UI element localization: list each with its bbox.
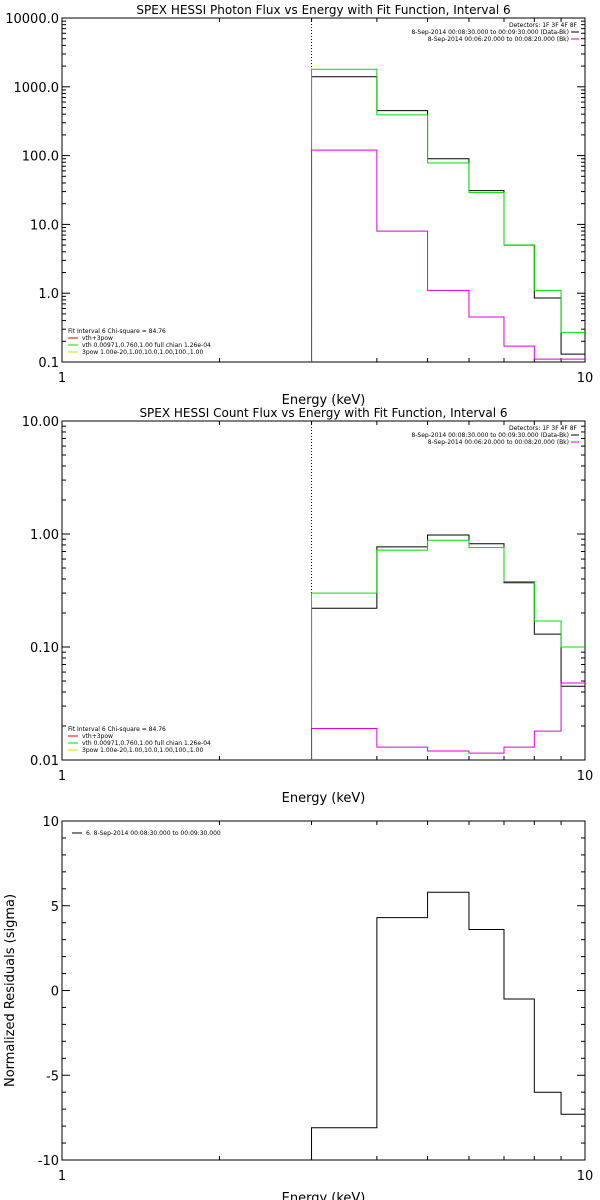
panel3-y-axis-label: Normalized Residuals (sigma)	[3, 894, 18, 1087]
panel3-axes-box	[61, 820, 586, 1161]
panel2-y-tick-label: 1.00	[30, 528, 59, 543]
panel3-y-tick-label: 10	[42, 815, 59, 830]
panel1-series-1-line	[311, 76, 585, 362]
panel1-title: SPEX HESSI Photon Flux vs Energy with Fi…	[136, 3, 510, 17]
panel1-y-tick-label: 0.1	[38, 356, 59, 371]
panel2-title: SPEX HESSI Count Flux vs Energy with Fit…	[139, 406, 507, 420]
panel1-legend-top-text: Detectors: 1F 3F 4F 8F	[509, 22, 578, 29]
panel1-legend-bottom-text: 3pow 1.00e-20,1.00,10.0,1.00,100.,1.00	[82, 349, 203, 356]
panel2-x-tick-label: 1	[58, 769, 66, 784]
panel3-series-1-line	[311, 891, 585, 1160]
panel2-x-axis-label: Energy (keV)	[282, 791, 366, 806]
panel2-legend-top-text: 8-Sep-2014 00:06:20.000 to 00:08:20.000 …	[428, 439, 569, 446]
panel2-legend-bottom-text: vth 0.00971,0.760,1.00 full chian 1.26e-…	[82, 740, 211, 747]
panel1-legend-bottom-text: vth 0.00971,0.760,1.00 full chian 1.26e-…	[82, 342, 211, 349]
panel1-series-3-line	[311, 149, 585, 362]
panel2-series-1-line	[311, 534, 585, 760]
panel3-y-tick-label: -10	[38, 1154, 59, 1169]
panel3-y-tick-label: 5	[51, 900, 59, 915]
panel2-legend-bottom-text: vth+3pow	[82, 733, 113, 740]
panel1-x-tick-label: 1	[58, 371, 66, 386]
panel3-x-tick-label: 10	[577, 1169, 594, 1184]
panel1-y-tick-label: 100.0	[22, 150, 59, 165]
panel1-x-axis-label: Energy (keV)	[282, 393, 366, 408]
panel1-y-tick-label: 10.0	[30, 218, 59, 233]
panel1-y-tick-label: 1000.0	[14, 81, 60, 96]
panel3-legend-top-text: 6. 8-Sep-2014 00:08:30.000 to 00:09:30.0…	[86, 830, 221, 837]
panel2-legend-bottom-text: Fit Interval 6 Chi-square = 84.76	[68, 726, 166, 733]
panel2-y-tick-label: 0.01	[30, 754, 59, 769]
panel2-axes-box	[61, 420, 586, 761]
panel2-legend-top-text: Detectors: 1F 3F 4F 8F	[509, 425, 578, 432]
panel1-y-tick-label: 10000.0	[5, 12, 59, 27]
panel1-legend-bottom-text: vth+3pow	[82, 335, 113, 342]
panel3-y-tick-label: 0	[51, 985, 59, 1000]
panel3-y-tick-label: -5	[46, 1069, 59, 1084]
panel1-y-tick-label: 1.0	[38, 287, 59, 302]
panel2-x-tick-label: 10	[577, 769, 594, 784]
panel3-x-axis-label: Energy (keV)	[282, 1191, 366, 1200]
panel1-axes-box	[61, 17, 586, 363]
panel2-legend-bottom-text: 3pow 1.00e-20,1.00,10.0,1.00,100.,1.00	[82, 747, 203, 754]
panel2-series-2-line	[311, 539, 585, 760]
panel2-y-tick-label: 0.10	[30, 641, 59, 656]
panel2-y-tick-label: 10.00	[22, 415, 59, 430]
panel1-legend-top-text: 8-Sep-2014 00:08:30.000 to 00:09:30.000 …	[411, 29, 569, 36]
panel1-series-2-line	[311, 68, 585, 362]
panel1-legend-top-text: 8-Sep-2014 00:06:20.000 to 00:08:20.000 …	[428, 36, 569, 43]
panel2-series-3-line	[311, 682, 585, 760]
panel3-x-tick-label: 1	[58, 1169, 66, 1184]
panel1-x-tick-label: 10	[577, 371, 594, 386]
panel1-legend-bottom-text: Fit Interval 6 Chi-square = 84.76	[68, 328, 166, 335]
panel2-legend-top-text: 8-Sep-2014 00:08:30.000 to 00:09:30.000 …	[411, 432, 569, 439]
